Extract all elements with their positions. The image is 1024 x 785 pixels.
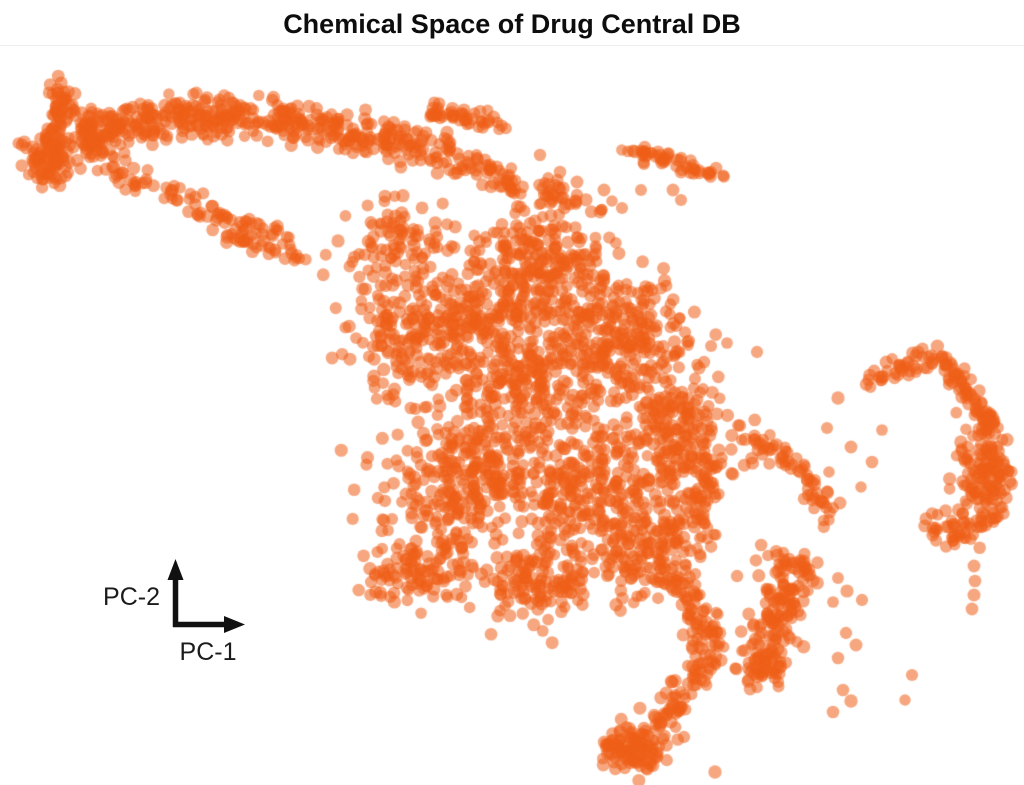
pc2-axis-label: PC-2 [103,583,160,611]
chart-title: Chemical Space of Drug Central DB [283,9,741,39]
axis-origin-arrows-icon [167,559,245,633]
pc1-axis-label: PC-1 [179,638,237,666]
title-divider [0,45,1024,46]
title-bar: Chemical Space of Drug Central DB [0,0,1024,45]
